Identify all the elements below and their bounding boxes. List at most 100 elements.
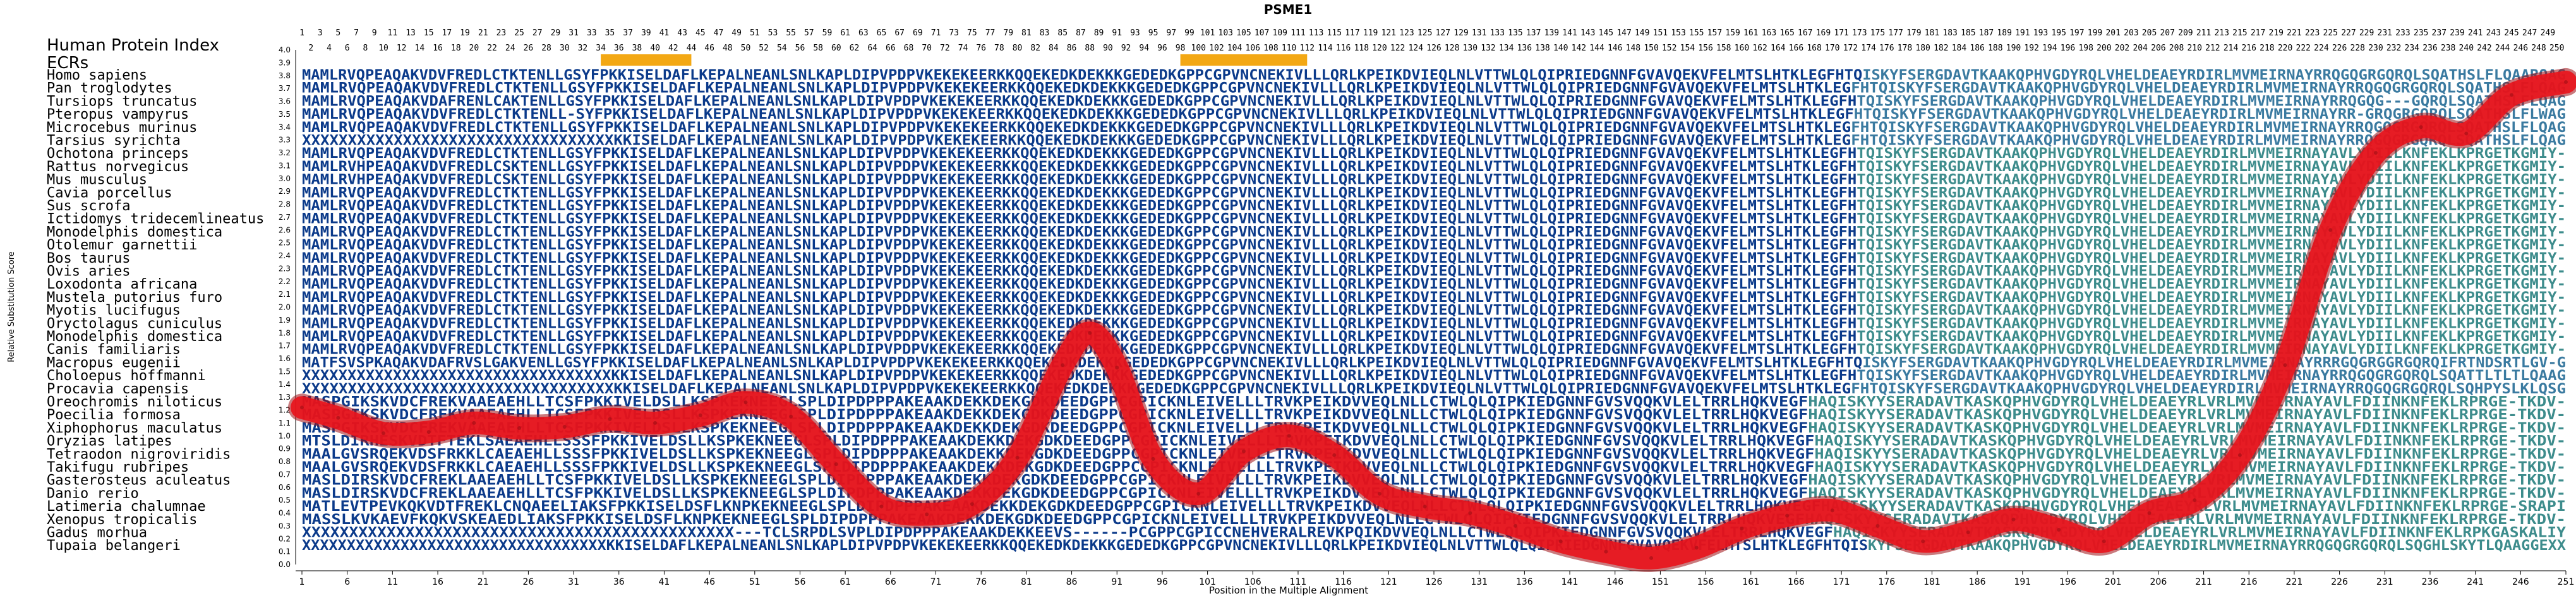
header-position-top: 187	[1979, 28, 1994, 38]
header-position-top: 199	[2088, 28, 2102, 38]
header-position-top: 205	[2142, 28, 2157, 38]
x-tick-label: 211	[2195, 577, 2212, 587]
header-position-top: 75	[967, 28, 977, 38]
header-position-top: 117	[1345, 28, 1359, 38]
species-name: Gasterosteus aculeatus	[47, 473, 231, 489]
y-tick-label: 0.0	[279, 560, 291, 569]
header-position-bottom: 168	[1807, 44, 1821, 53]
x-tick-label: 6	[344, 577, 350, 587]
header-position-bottom: 246	[2513, 44, 2528, 53]
header-position-bottom: 174	[1861, 44, 1876, 53]
score-point	[1694, 546, 1699, 550]
header-position-top: 193	[2033, 28, 2048, 38]
header-position-top: 59	[822, 28, 833, 38]
species-name: Canis familiaris	[47, 342, 181, 358]
header-position-top: 145	[1599, 28, 1613, 38]
header-position-bottom: 216	[2241, 44, 2256, 53]
y-tick-label: 1.8	[279, 328, 291, 337]
header-position-top: 181	[1925, 28, 1939, 38]
score-point	[970, 502, 974, 506]
species-name: Danio rerio	[47, 486, 139, 501]
score-curve	[288, 68, 2576, 572]
score-point	[1558, 539, 1563, 544]
header-position-bottom: 34	[596, 44, 606, 53]
header-position-bottom: 212	[2205, 44, 2220, 53]
header-position-top: 81	[1021, 28, 1032, 38]
x-tick-label: 241	[2467, 577, 2484, 587]
score-point	[698, 413, 702, 417]
header-position-top: 131	[1472, 28, 1486, 38]
x-tick-label: 36	[613, 577, 625, 587]
species-name: Xenopus tropicalis	[47, 512, 197, 528]
x-tick-label: 151	[1652, 577, 1669, 587]
species-name: Myotis lucifugus	[47, 303, 181, 319]
sequence-row: MAMLRVQPEAQAKVDVFREDLCTKTENLLGSYFPKKISEL…	[302, 251, 2566, 266]
species-name: Bos taurus	[47, 251, 130, 266]
header-position-top: 163	[1762, 28, 1776, 38]
y-tick-label: 3.2	[279, 148, 291, 157]
species-name: Takifugu rubripes	[47, 460, 189, 475]
score-point	[2464, 131, 2469, 136]
score-point	[2509, 93, 2513, 97]
sequence-row: MAMLRVQPEAQAKVDVFREDLCTKTENLLGSYFPKKISEL…	[302, 81, 2566, 97]
header-position-top: 167	[1798, 28, 1812, 38]
header-position-bottom: 40	[650, 44, 660, 53]
x-tick-label: 21	[478, 577, 489, 587]
header-position-top: 43	[677, 28, 687, 38]
species-name: Monodelphis domestica	[47, 329, 222, 345]
sequence-row: MAALGVSRQEKVDSFRKKLCAEAEHLLSSSFPKKIVELDS…	[302, 460, 2566, 475]
x-tick-label: 226	[2331, 577, 2348, 587]
score-point	[1649, 556, 1654, 560]
header-position-bottom: 116	[1336, 44, 1351, 53]
header-position-top: 175	[1870, 28, 1885, 38]
species-name: Procavia capensis	[47, 381, 189, 397]
species-name: Gadus morhua	[47, 525, 147, 541]
header-position-bottom: 172	[1843, 44, 1858, 53]
header-position-bottom: 218	[2260, 44, 2274, 53]
sequence-row: MAMLRVHPEAQAKVDVFREDLCSKTENLLGSYFPKKISEL…	[302, 159, 2566, 175]
header-position-bottom: 166	[1789, 44, 1803, 53]
header-position-bottom: 214	[2224, 44, 2239, 53]
y-tick-label: 1.3	[279, 393, 291, 402]
header-position-top: 147	[1616, 28, 1631, 38]
x-tick-label: 81	[1021, 577, 1032, 587]
score-point	[426, 430, 431, 434]
header-position-bottom: 144	[1589, 44, 1604, 53]
header-position-top: 171	[1834, 28, 1848, 38]
y-tick-label: 3.5	[279, 110, 291, 119]
y-tick-label: 1.0	[279, 431, 291, 440]
header-position-top: 133	[1490, 28, 1505, 38]
header-position-bottom: 62	[850, 44, 860, 53]
sequence-row: XXXXXXXXXXXXXXXXXXXXXXXXXXXXXXXXXXKKISEL…	[302, 368, 2566, 384]
header-position-bottom: 248	[2531, 44, 2546, 53]
y-tick-label: 0.1	[279, 547, 291, 556]
header-position-bottom: 156	[1698, 44, 1712, 53]
header-position-bottom: 28	[541, 44, 551, 53]
x-tick-label: 101	[1199, 577, 1216, 587]
header-position-bottom: 84	[1049, 44, 1059, 53]
header-position-top: 33	[587, 28, 597, 38]
header-position-bottom: 56	[795, 44, 805, 53]
header-position-bottom: 30	[560, 44, 570, 53]
header-position-bottom: 238	[2441, 44, 2455, 53]
header-position-bottom: 210	[2187, 44, 2201, 53]
y-tick-label: 2.9	[279, 187, 291, 196]
score-point	[1830, 508, 1834, 513]
score-point	[1088, 331, 1092, 335]
header-position-bottom: 48	[723, 44, 733, 53]
species-name: Oreochromis niloticus	[47, 395, 222, 410]
x-tick-label: 171	[1833, 577, 1850, 587]
sequence-row: MAMLRVQPEAQAKVDVFREDLCTKTENLLGSYFPKKISEL…	[302, 237, 2566, 253]
score-point	[834, 462, 838, 467]
header-position-bottom: 150	[1644, 44, 1658, 53]
sequence-row: MASLDIRSKVDCFREKLAAEAEHLLTCSFPKKIVELDSLL…	[302, 473, 2566, 489]
header-position-top: 213	[2214, 28, 2229, 38]
header-position-top: 139	[1544, 28, 1559, 38]
axes: 0.0 0.1 0.2 0.3 0.4 0.5 0.6 0.7 0.8 0.9 1.0 1.1 1.2 1…	[279, 45, 2574, 587]
sequence-row: MAMLRVQPEAQAKVDVFREDLCTKTENLLGSYFPKKISEL…	[302, 212, 2566, 227]
header-position-top: 85	[1057, 28, 1068, 38]
sequence-row: MAMLRVQPEAQAKVDVFREDLCTKTENLLGSYFPKKISEL…	[302, 264, 2566, 280]
y-tick-label: 2.0	[279, 303, 291, 312]
species-name: Otolemur garnettii	[47, 237, 197, 253]
